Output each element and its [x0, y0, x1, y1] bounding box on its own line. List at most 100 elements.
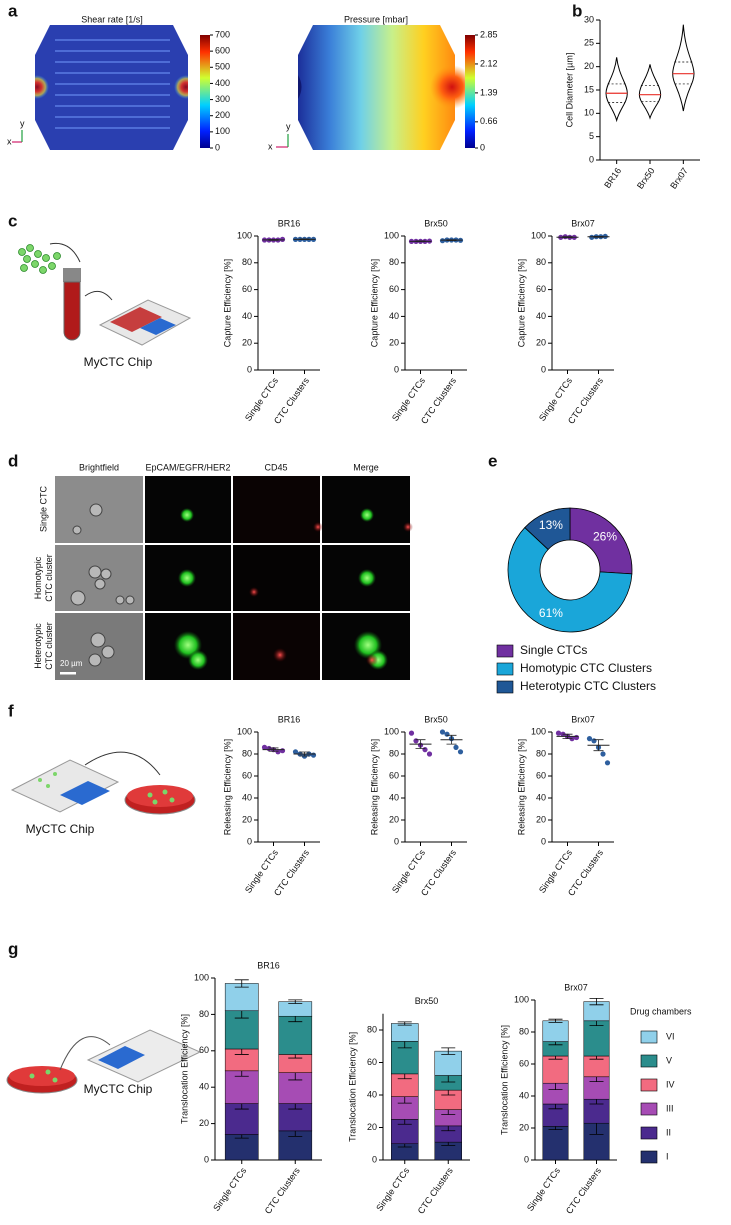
row-label: Single CTC	[38, 485, 48, 532]
data-point	[586, 736, 593, 742]
y-axis-label: Translocation Efficiency [%]	[179, 1014, 189, 1124]
donut-slice	[524, 507, 571, 551]
data-point	[275, 749, 281, 755]
heatmap-title: Shear rate [1/s]	[81, 14, 143, 24]
y-tick-label: 80	[536, 257, 546, 267]
y-tick-label: 20	[389, 338, 399, 348]
schematic-label: MyCTC Chip	[26, 822, 95, 836]
x-tick-label: Single CTCs	[374, 1165, 411, 1213]
error-bar	[299, 751, 310, 757]
error-bar	[562, 733, 573, 739]
chart-title: Brx50	[415, 996, 439, 1006]
y-tick-label: 0	[372, 1154, 377, 1164]
colorbar	[200, 35, 210, 148]
donut-slice	[569, 507, 633, 575]
y-tick-label: 25	[584, 38, 594, 48]
legend-swatch	[496, 680, 514, 694]
y-tick-label: 60	[242, 284, 252, 294]
y-axis-label: Releasing Efficiency [%]	[369, 739, 379, 835]
chart-title: BR16	[278, 218, 301, 228]
panel-label: b	[572, 1, 582, 20]
y-tick-label: 80	[199, 1009, 209, 1019]
y-tick-label: 80	[242, 748, 252, 758]
data-point	[279, 236, 286, 242]
y-tick-label: 0	[204, 1154, 209, 1164]
legend-swatch	[496, 644, 514, 658]
axis-glyph	[12, 130, 289, 148]
error-bar	[446, 239, 457, 241]
y-tick-label: 40	[536, 792, 546, 802]
slice-label: 61%	[539, 606, 563, 620]
column-header: CD45	[264, 462, 287, 472]
bar-segment	[583, 1020, 610, 1057]
data-point	[261, 744, 268, 751]
y-tick-label: 20	[367, 1122, 377, 1132]
schematic	[18, 242, 192, 346]
y-tick-label: 20	[199, 1118, 209, 1128]
data-point	[439, 238, 446, 244]
y-tick-label: 40	[242, 792, 252, 802]
panel-label: f	[8, 701, 14, 720]
panel-label: e	[488, 451, 497, 470]
error-bar	[446, 734, 457, 745]
y-axis-label: Capture Efficiency [%]	[369, 259, 379, 347]
y-tick-label: 60	[389, 770, 399, 780]
y-tick-label: 100	[384, 230, 399, 240]
data-point	[573, 734, 580, 741]
y-tick-label: 100	[384, 726, 399, 736]
y-tick-label: 20	[584, 61, 594, 71]
scale-bar-label: 20 µm	[60, 659, 83, 668]
row-label: Homotypic	[33, 556, 43, 599]
y-tick-label: 20	[389, 814, 399, 824]
y-tick-label: 60	[367, 1057, 377, 1067]
y-tick-label: 60	[536, 284, 546, 294]
colorbar-tick-label: 200	[215, 110, 230, 120]
panel-label: c	[8, 211, 17, 230]
y-tick-label: 5	[589, 131, 594, 141]
schematic	[10, 751, 196, 815]
legend-swatch	[496, 662, 514, 676]
y-axis-label: Translocation Efficiency [%]	[499, 1025, 509, 1135]
data-point	[426, 751, 433, 757]
y-tick-label: 0	[589, 154, 594, 164]
legend-label: IV	[666, 1079, 675, 1089]
bar-segment	[391, 1023, 419, 1042]
chart-title: Brx07	[564, 982, 588, 992]
data-point	[310, 752, 317, 758]
schematic-label: MyCTC Chip	[84, 1082, 153, 1096]
y-tick-label: 20	[536, 814, 546, 824]
error-bar	[415, 739, 426, 749]
colorbar-tick-label: 700	[215, 29, 230, 39]
violin	[638, 64, 662, 120]
data-point	[413, 738, 419, 744]
y-tick-label: 0	[247, 836, 252, 846]
colorbar-tick-label: 1.39	[480, 87, 498, 97]
legend-label: III	[666, 1103, 674, 1113]
error-bar	[593, 236, 604, 238]
chart-title: BR16	[257, 960, 280, 970]
chart-title: Brx50	[424, 714, 448, 724]
y-tick-label: 20	[536, 338, 546, 348]
y-tick-label: 60	[389, 284, 399, 294]
legend-label: V	[666, 1055, 672, 1065]
donut-slice	[507, 526, 633, 633]
bar-segment	[224, 1134, 259, 1161]
y-tick-label: 80	[389, 748, 399, 758]
legend-label: Homotypic CTC Clusters	[520, 661, 652, 675]
slice-label: 13%	[539, 518, 563, 532]
x-tick-label: Single CTCs	[525, 1165, 562, 1213]
colorbar-tick-label: 300	[215, 94, 230, 104]
legend-label: I	[666, 1151, 669, 1161]
panel-label: a	[8, 1, 18, 20]
y-tick-label: 80	[367, 1024, 377, 1034]
row-label: CTC cluster	[44, 554, 54, 602]
column-header: EpCAM/EGFR/HER2	[145, 462, 230, 472]
colorbar-tick-label: 400	[215, 78, 230, 88]
shear-heatmap	[35, 25, 188, 150]
colorbar-tick-label: 600	[215, 46, 230, 56]
x-tick-label: Single CTCs	[211, 1165, 248, 1213]
legend-title: Drug chambers	[630, 1006, 692, 1016]
y-tick-label: 40	[242, 311, 252, 321]
error-bar	[589, 998, 604, 1006]
